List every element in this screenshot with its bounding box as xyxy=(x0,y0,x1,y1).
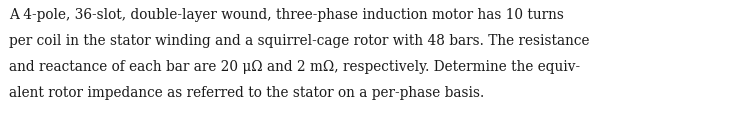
Text: per coil in the stator winding and a squirrel-cage rotor with 48 bars. The resis: per coil in the stator winding and a squ… xyxy=(9,34,589,48)
Text: and reactance of each bar are 20 μΩ and 2 mΩ, respectively. Determine the equiv-: and reactance of each bar are 20 μΩ and … xyxy=(9,59,580,73)
Text: A 4-pole, 36-slot, double-layer wound, three-phase induction motor has 10 turns: A 4-pole, 36-slot, double-layer wound, t… xyxy=(9,8,564,22)
Text: alent rotor impedance as referred to the stator on a per-phase basis.: alent rotor impedance as referred to the… xyxy=(9,85,484,99)
